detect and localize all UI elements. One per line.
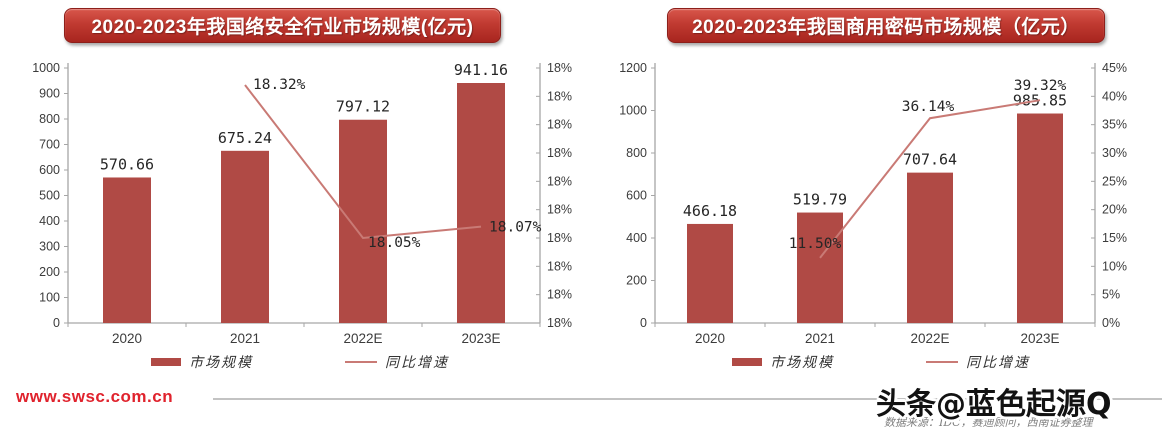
y-axis-tick-label: 25% [1102, 174, 1127, 188]
y-axis-tick-label: 1000 [619, 104, 647, 118]
bar-value-label: 797.12 [336, 98, 390, 116]
y-axis-tick-label: 600 [39, 163, 60, 177]
bar [1017, 113, 1063, 324]
line-swatch [345, 361, 377, 363]
y-axis-tick-label: 18% [547, 259, 572, 273]
growth-value-label: 18.05% [368, 235, 421, 251]
y-axis-tick-label: 200 [39, 265, 60, 279]
bar-swatch [732, 358, 762, 366]
bar [457, 83, 505, 323]
legend-right: 市场规模 同比增速 [600, 352, 1162, 372]
y-axis-tick-label: 45% [1102, 61, 1127, 75]
y-axis-tick-label: 18% [547, 89, 572, 103]
growth-value-label: 36.14% [902, 99, 955, 115]
chart-title-banner-right: 2020-2023年我国商用密码市场规模（亿元） [667, 8, 1105, 43]
watermark-toutiao: 头条@蓝色起源Q [876, 387, 1112, 422]
y-axis-tick-label: 30% [1102, 146, 1127, 160]
y-axis-tick-label: 18% [547, 203, 572, 217]
chart-title-left: 2020-2023年我国络安全行业市场规模(亿元) [91, 17, 474, 38]
legend-label: 同比增速 [966, 355, 1030, 371]
y-axis-tick-label: 35% [1102, 118, 1127, 132]
category-label: 2022E [910, 331, 949, 346]
y-axis-tick-label: 0 [640, 316, 647, 330]
y-axis-tick-label: 20% [1102, 203, 1127, 217]
category-label: 2020 [695, 331, 725, 346]
y-axis-tick-label: 18% [547, 61, 572, 75]
legend-label: 同比增速 [385, 355, 449, 371]
bar-value-label: 941.16 [454, 61, 508, 79]
growth-line [244, 84, 482, 240]
growth-value-label: 18.32% [253, 77, 306, 93]
bar-value-label: 570.66 [100, 155, 154, 173]
y-axis-tick-label: 400 [626, 231, 647, 245]
legend-item-bar: 市场规模 [151, 352, 253, 372]
y-axis-tick-label: 15% [1102, 231, 1127, 245]
category-label: 2020 [112, 331, 142, 346]
legend-item-line: 同比增速 [926, 352, 1030, 372]
y-axis-tick-label: 18% [547, 231, 572, 245]
bar-value-label: 707.64 [903, 151, 957, 169]
category-label: 2022E [343, 331, 382, 346]
y-axis-tick-label: 800 [39, 112, 60, 126]
y-axis-tick-label: 18% [547, 118, 572, 132]
bar [221, 150, 269, 323]
growth-value-label: 18.07% [489, 220, 542, 236]
y-axis-tick-label: 100 [39, 291, 60, 305]
y-axis-tick-label: 700 [39, 138, 60, 152]
y-axis-tick-label: 18% [547, 316, 572, 330]
category-label: 2023E [461, 331, 500, 346]
y-axis-tick-label: 10% [1102, 259, 1127, 273]
y-axis-tick-label: 200 [626, 274, 647, 288]
legend-item-bar: 市场规模 [732, 352, 834, 372]
y-axis-tick-label: 18% [547, 146, 572, 160]
y-axis-tick-label: 1200 [619, 61, 647, 75]
legend-label: 市场规模 [189, 355, 253, 371]
bar [339, 119, 387, 323]
chart-title-banner-left: 2020-2023年我国络安全行业市场规模(亿元) [64, 8, 501, 43]
y-axis-tick-label: 18% [547, 174, 572, 188]
y-axis-tick-label: 300 [39, 240, 60, 254]
chart-canvas-cybersecurity: 1000900800700600500400300200100018%18%18… [32, 61, 572, 346]
y-axis-tick-label: 500 [39, 189, 60, 203]
y-axis-tick-label: 1000 [32, 61, 60, 75]
y-axis-tick-label: 600 [626, 189, 647, 203]
footer-divider [213, 398, 1162, 400]
category-label: 2023E [1020, 331, 1059, 346]
bar [687, 223, 733, 323]
y-axis-tick-label: 400 [39, 214, 60, 228]
chart-canvas-commercial-crypto: 1200 1000 800 600 400 200 0 45% 40% 35% 30% 25% 20% 1… [619, 61, 1127, 346]
growth-value-label: 11.50% [789, 236, 842, 252]
category-label: 2021 [805, 331, 835, 346]
bar-value-label: 466.18 [683, 202, 737, 220]
legend-left: 市场规模 同比增速 [10, 352, 590, 372]
y-axis-tick-label: 800 [626, 146, 647, 160]
growth-line [819, 99, 1041, 259]
y-axis-tick-label: 0% [1102, 316, 1120, 330]
y-axis-tick-label: 900 [39, 87, 60, 101]
legend-label: 市场规模 [770, 355, 834, 371]
bar [103, 177, 151, 323]
bar-value-label: 675.24 [218, 129, 272, 147]
growth-value-label: 39.32% [1014, 78, 1067, 94]
bar [797, 212, 843, 323]
y-axis-tick-label: 40% [1102, 89, 1127, 103]
category-label: 2021 [230, 331, 260, 346]
website-url[interactable]: www.swsc.com.cn [16, 387, 174, 406]
bar-swatch [151, 358, 181, 366]
y-axis-tick-label: 18% [547, 288, 572, 302]
y-axis-tick-label: 5% [1102, 288, 1120, 302]
data-source-note: 数据来源：IDC，赛迪顾问，西南证券整理 [884, 416, 1093, 429]
legend-item-line: 同比增速 [345, 352, 449, 372]
chart-title-right: 2020-2023年我国商用密码市场规模（亿元） [692, 17, 1080, 38]
bar [907, 172, 953, 323]
y-axis-tick-label: 0 [53, 316, 60, 330]
bar-value-label: 519.79 [793, 191, 847, 209]
line-swatch [926, 361, 958, 363]
